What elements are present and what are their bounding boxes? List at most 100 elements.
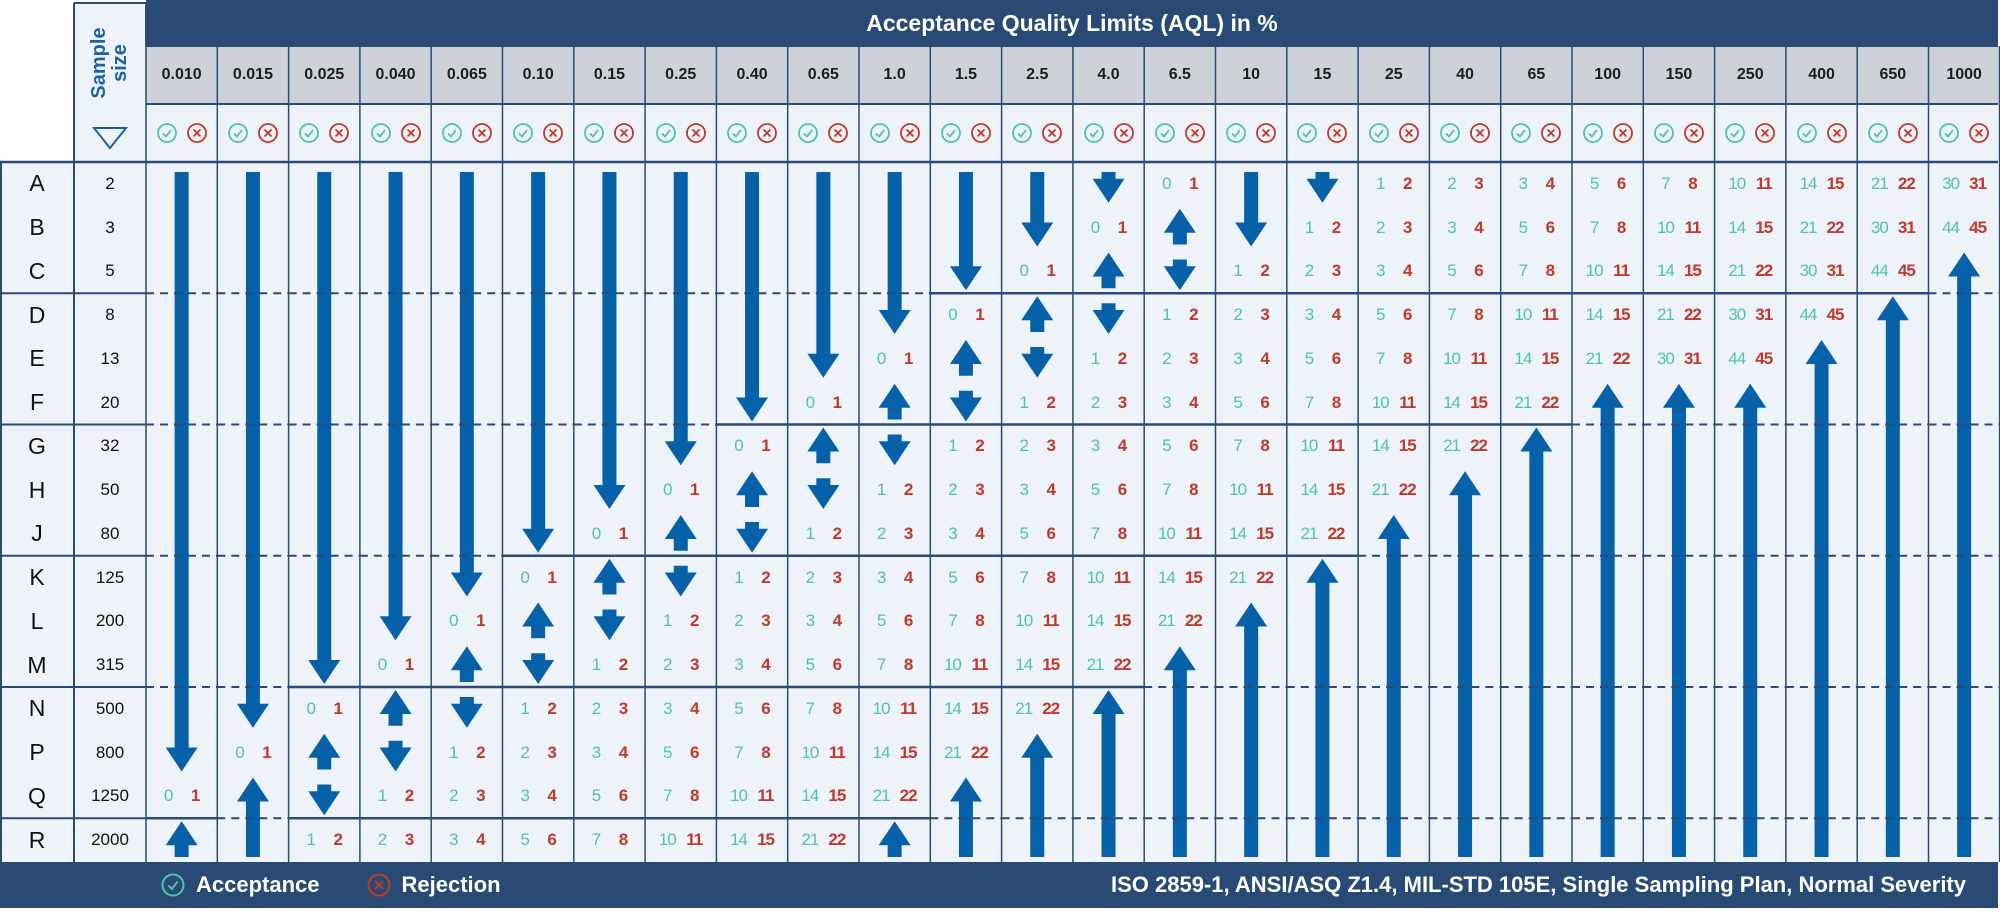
- table-title-text: Acceptance Quality Limits (AQL) in %: [866, 9, 1278, 36]
- check-circle-icon: [1654, 123, 1674, 143]
- check-circle-icon: [1368, 123, 1389, 143]
- aql-level-label: 0.10: [522, 66, 554, 83]
- arrow-up-icon: [1805, 340, 1838, 857]
- rejection-number: 3: [1046, 436, 1056, 456]
- arrow-up-icon: [593, 558, 626, 595]
- rejection-number: 11: [1684, 217, 1701, 237]
- arrow-up-icon: [878, 821, 911, 857]
- acceptance-number: 2: [1304, 261, 1314, 281]
- acceptance-number: 30: [1870, 217, 1889, 237]
- acceptance-number: 5: [1019, 523, 1029, 543]
- rejection-number: 11: [1541, 305, 1559, 325]
- x-circle-icon: [757, 123, 777, 143]
- acceptance-number: 10: [1514, 305, 1532, 325]
- arrow-up-icon: [1591, 383, 1624, 857]
- aql-level-label: 0.25: [665, 66, 697, 83]
- arrow-up-icon: [664, 515, 697, 551]
- table-title: Acceptance Quality Limits (AQL) in %: [146, 0, 1998, 46]
- aql-level-header: 0.065: [431, 46, 503, 104]
- rejection-number: 11: [1185, 523, 1202, 543]
- acceptance-number: 2: [591, 698, 601, 718]
- arrow-down-icon: [1021, 347, 1054, 378]
- aql-level-label: 400: [1808, 66, 1835, 83]
- arrow-up-icon: [522, 602, 555, 639]
- accept-reject-icons: [859, 104, 931, 162]
- check-circle-icon: [161, 873, 185, 897]
- rejection-number: 15: [1683, 261, 1702, 281]
- rejection-number: 4: [1046, 480, 1056, 500]
- rejection-number: 22: [1683, 305, 1702, 325]
- aql-level-header: 650: [1857, 46, 1929, 104]
- acceptance-number: 14: [1585, 305, 1604, 325]
- acceptance-number: 3: [591, 742, 601, 762]
- rejection-number: 3: [1331, 261, 1341, 281]
- acceptance-number: 1: [449, 742, 458, 762]
- code-letter-text: R: [28, 826, 46, 853]
- rejection-number: 15: [1826, 173, 1845, 193]
- accept-reject-icons: [288, 104, 360, 162]
- acceptance-number: 3: [1162, 392, 1171, 412]
- rejection-number: 1: [404, 655, 414, 675]
- sampling-plan-cell: 10 11: [859, 687, 930, 731]
- acceptance-number: 1: [520, 698, 529, 718]
- code-letter: R: [0, 818, 74, 862]
- arrow-up-icon: [736, 471, 769, 507]
- check-circle-icon: [1012, 123, 1033, 143]
- x-circle-icon: [614, 123, 635, 143]
- sample-size: 1250: [74, 775, 146, 819]
- rejection-number: 6: [1260, 392, 1269, 412]
- sampling-plan-cell: 21 22: [930, 731, 1001, 775]
- rejection-number: 2: [476, 742, 485, 762]
- sampling-plan-cell: 21 22: [1144, 600, 1215, 644]
- sampling-plan-cell: 21 22: [1358, 468, 1429, 512]
- aql-level-header: 0.40: [716, 46, 788, 104]
- acceptance-number: 5: [734, 698, 743, 718]
- legend-rejection: Rejection: [401, 872, 501, 897]
- check-circle-icon: [1083, 123, 1104, 143]
- acceptance-number: 44: [1870, 261, 1889, 281]
- rejection-number: 1: [1189, 173, 1198, 193]
- rejection-number: 8: [1688, 173, 1697, 193]
- rejection-number: 1: [832, 392, 842, 412]
- sampling-plan-cell: 14 15: [1073, 600, 1144, 644]
- x-circle-icon: [971, 123, 991, 143]
- sample-size: 32: [74, 425, 146, 469]
- check-circle-icon: [727, 123, 747, 143]
- check-circle-icon: [1939, 123, 1960, 143]
- code-letter-text: H: [28, 476, 46, 503]
- arrow-down-icon: [308, 172, 341, 684]
- table-body-background: [0, 162, 1998, 862]
- sample-size: 800: [74, 731, 146, 775]
- rejection-number: 3: [903, 523, 913, 543]
- code-letter-text: L: [30, 607, 44, 634]
- rejection-number: 45: [1897, 261, 1916, 281]
- code-letter: A: [0, 162, 74, 206]
- acceptance-number: 30: [1942, 173, 1960, 193]
- sampling-plan-cell: 10 11: [930, 643, 1001, 687]
- sampling-plan-cell: 10 11: [1144, 512, 1215, 556]
- sample-size: 3: [74, 206, 146, 250]
- aql-level-label: 4.0: [1097, 66, 1120, 83]
- acceptance-number: 21: [1015, 698, 1033, 718]
- acceptance-number: 5: [805, 655, 815, 675]
- sampling-plan-cell: 10 11: [1429, 337, 1500, 381]
- acceptance-number: 1: [1304, 217, 1314, 237]
- rejection-number: 2: [975, 436, 984, 456]
- acceptance-number: 3: [449, 830, 458, 850]
- sampling-plan-cell: 10 11: [1572, 250, 1643, 294]
- check-circle-icon: [941, 123, 961, 143]
- x-circle-icon: [1327, 123, 1348, 143]
- acceptance-number: 14: [1086, 611, 1105, 631]
- accept-reject-icons: [1500, 104, 1572, 162]
